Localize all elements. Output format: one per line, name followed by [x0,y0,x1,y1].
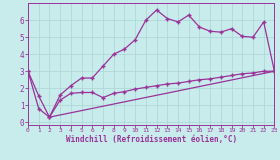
X-axis label: Windchill (Refroidissement éolien,°C): Windchill (Refroidissement éolien,°C) [66,135,237,144]
